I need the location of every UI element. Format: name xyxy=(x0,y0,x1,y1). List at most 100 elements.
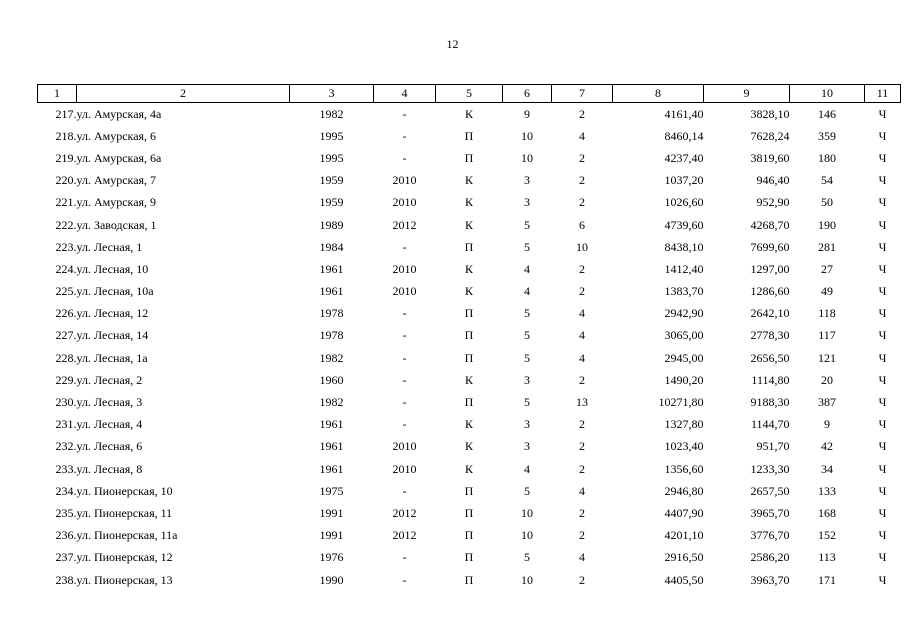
entrances-cell: 2 xyxy=(579,261,585,276)
living-area-cell: 7628,24 xyxy=(750,128,790,143)
address-cell: ул. Амурская, 9 xyxy=(76,195,157,210)
table-row: 222. ул. Заводская, 1 1989 2012 К 5 6 4739,60 42… xyxy=(38,214,901,236)
column-header: 9 xyxy=(703,84,790,103)
entrances-cell: 4 xyxy=(579,306,585,321)
residents-cell: 121 xyxy=(818,350,836,365)
address-cell: ул. Амурская, 6 xyxy=(76,128,157,143)
wall-material-cell: П xyxy=(464,505,474,520)
row-number-cell: 227. xyxy=(55,328,77,343)
year-renovated-cell: - xyxy=(402,417,407,432)
living-area-cell: 1286,60 xyxy=(750,284,790,299)
entrances-cell: 4 xyxy=(579,483,585,498)
year-renovated-cell: - xyxy=(402,106,407,121)
address-cell: ул. Лесная, 8 xyxy=(76,461,143,476)
page-number: 12 xyxy=(446,37,459,51)
table-row: 228. ул. Лесная, 1а 1982 - П 5 4 2945,00 2656,50… xyxy=(38,347,901,369)
year-built-cell: 1978 xyxy=(319,328,344,343)
column-header: 10 xyxy=(789,84,865,103)
floors-cell: 5 xyxy=(524,217,530,232)
row-number-cell: 231. xyxy=(55,417,77,432)
address-cell: ул. Лесная, 1а xyxy=(76,350,148,365)
entrances-cell: 2 xyxy=(579,150,585,165)
table-row: 220. ул. Амурская, 7 1959 2010 К 3 2 1037,20 946… xyxy=(38,170,901,192)
table-row: 223. ул. Лесная, 1 1984 - П 5 10 8438,10 7699,60… xyxy=(38,236,901,258)
total-area-cell: 2946,80 xyxy=(664,483,704,498)
address-cell: ул. Лесная, 2 xyxy=(76,372,143,387)
total-area-cell: 8438,10 xyxy=(664,239,704,254)
wall-material-cell: П xyxy=(464,350,474,365)
residents-cell: 50 xyxy=(821,195,833,210)
total-area-cell: 1412,40 xyxy=(664,261,704,276)
address-cell: ул. Лесная, 10а xyxy=(76,284,154,299)
residents-cell: 9 xyxy=(824,417,830,432)
total-area-cell: 4407,90 xyxy=(664,505,704,520)
wall-material-cell: К xyxy=(464,217,473,232)
residents-cell: 359 xyxy=(818,128,836,143)
row-number-cell: 232. xyxy=(55,439,77,454)
table-body: 217. ул. Амурская, 4а 1982 - К 9 2 4161,40 3828,… xyxy=(38,103,901,592)
residents-cell: 54 xyxy=(821,173,833,188)
address-cell: ул. Заводская, 1 xyxy=(76,217,157,232)
year-renovated-cell: - xyxy=(402,306,407,321)
entrances-cell: 2 xyxy=(579,195,585,210)
living-area-cell: 9188,30 xyxy=(750,395,790,410)
residents-cell: 118 xyxy=(818,306,836,321)
living-area-cell: 3819,60 xyxy=(750,150,790,165)
wall-material-cell: П xyxy=(464,528,474,543)
year-built-cell: 1976 xyxy=(319,550,344,565)
row-number-cell: 220. xyxy=(55,173,77,188)
address-cell: ул. Пионерская, 13 xyxy=(76,572,173,587)
address-cell: ул. Лесная, 6 xyxy=(76,439,143,454)
year-built-cell: 1961 xyxy=(319,439,344,454)
total-area-cell: 1026,60 xyxy=(664,195,704,210)
column-header: 7 xyxy=(551,84,613,103)
table-row: 218. ул. Амурская, 6 1995 - П 10 4 8460,14 7628,… xyxy=(38,125,901,147)
address-cell: ул. Амурская, 6а xyxy=(76,150,162,165)
address-cell: ул. Лесная, 14 xyxy=(76,328,149,343)
row-number-cell: 238. xyxy=(55,572,77,587)
total-area-cell: 2916,50 xyxy=(664,550,704,565)
column-header: 1 xyxy=(37,84,77,103)
wall-material-cell: К xyxy=(464,173,473,188)
residents-cell: 168 xyxy=(818,505,836,520)
wall-material-cell: П xyxy=(464,128,474,143)
row-number-cell: 221. xyxy=(55,195,77,210)
wall-material-cell: П xyxy=(464,328,474,343)
row-number-cell: 228. xyxy=(55,350,77,365)
ownership-cell: Ч xyxy=(878,550,887,565)
floors-cell: 5 xyxy=(524,328,530,343)
year-renovated-cell: 2010 xyxy=(392,261,417,276)
table-row: 217. ул. Амурская, 4а 1982 - К 9 2 4161,40 3828,… xyxy=(38,103,901,126)
table-row: 230. ул. Лесная, 3 1982 - П 5 13 10271,80 9188,3… xyxy=(38,391,901,413)
wall-material-cell: К xyxy=(464,106,473,121)
entrances-cell: 2 xyxy=(579,528,585,543)
entrances-cell: 2 xyxy=(579,417,585,432)
column-header: 6 xyxy=(502,84,552,103)
address-cell: ул. Пионерская, 11а xyxy=(76,528,178,543)
floors-cell: 5 xyxy=(524,350,530,365)
wall-material-cell: П xyxy=(464,483,474,498)
column-number-header-row: 1 2 3 4 5 6 7 8 9 10 11 xyxy=(37,84,901,103)
column-header: 5 xyxy=(435,84,503,103)
year-built-cell: 1991 xyxy=(319,528,344,543)
living-area-cell: 4268,70 xyxy=(750,217,790,232)
entrances-cell: 2 xyxy=(579,284,585,299)
residents-cell: 34 xyxy=(821,461,833,476)
ownership-cell: Ч xyxy=(878,528,887,543)
table-row: 219. ул. Амурская, 6а 1995 - П 10 2 4237,40 3819… xyxy=(38,147,901,169)
row-number-cell: 218. xyxy=(55,128,77,143)
residents-cell: 20 xyxy=(821,372,833,387)
address-cell: ул. Амурская, 7 xyxy=(76,173,157,188)
residents-cell: 49 xyxy=(821,284,833,299)
living-area-cell: 2586,20 xyxy=(750,550,790,565)
total-area-cell: 4739,60 xyxy=(664,217,704,232)
row-number-cell: 219. xyxy=(55,150,77,165)
living-area-cell: 1144,70 xyxy=(750,417,790,432)
year-renovated-cell: - xyxy=(402,550,407,565)
floors-cell: 3 xyxy=(524,173,530,188)
table-row: 232. ул. Лесная, 6 1961 2010 К 3 2 1023,40 951,7… xyxy=(38,436,901,458)
row-number-cell: 217. xyxy=(55,106,77,121)
entrances-cell: 2 xyxy=(579,173,585,188)
total-area-cell: 4201,10 xyxy=(664,528,704,543)
entrances-cell: 2 xyxy=(579,439,585,454)
